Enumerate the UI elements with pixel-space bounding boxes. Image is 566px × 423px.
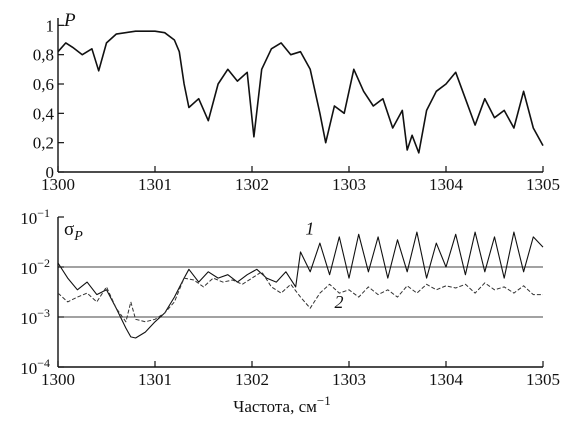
bottom-x-tick-label: 1305 — [526, 370, 560, 389]
top-series-line — [57, 30, 544, 154]
bottom-x-tick-label: 1300 — [41, 370, 75, 389]
bottom-ylabel: σP — [64, 219, 83, 244]
bottom-y-ticks: 10−1 10−2 10−3 10−4 — [20, 206, 64, 378]
bottom-y-tick-label: 10−1 — [20, 206, 50, 228]
bottom-series-line-1 — [57, 231, 544, 339]
x-axis-title-sup: −1 — [317, 393, 331, 408]
bottom-x-tick-label: 1303 — [332, 370, 366, 389]
bottom-x-tick-label: 1304 — [429, 370, 464, 389]
bottom-y-tick-label: 10−2 — [20, 256, 50, 278]
top-x-ticks: 1300 1301 1302 1303 1304 1305 — [41, 166, 560, 194]
bottom-y-tick-label: 10−4 — [20, 356, 50, 378]
top-series-group — [57, 30, 544, 154]
top-y-tick-label: 0 — [46, 163, 55, 182]
bottom-series-group — [57, 231, 544, 339]
curve-label-2: 2 — [334, 292, 343, 312]
top-y-tick-label: 0,4 — [33, 104, 55, 123]
bottom-y-tick-label: 10−3 — [20, 306, 50, 328]
top-y-tick-label: 0,6 — [33, 75, 54, 94]
top-x-tick-label: 1304 — [429, 175, 464, 194]
top-x-tick-label: 1300 — [41, 175, 75, 194]
bottom-x-tick-label: 1301 — [138, 370, 172, 389]
bottom-x-tick-label: 1302 — [235, 370, 269, 389]
top-y-tick-label: 0,2 — [33, 134, 54, 153]
top-x-tick-label: 1302 — [235, 175, 269, 194]
top-x-tick-label: 1305 — [526, 175, 560, 194]
curve-labels: 12 — [305, 218, 343, 312]
top-y-tick-label: 1 — [46, 16, 55, 35]
panel-transmission: P 1300 1301 1302 1303 1304 1305 0 0,2 0,4 0,6 0,8… — [33, 10, 560, 194]
bottom-ylabel-main: σ — [64, 219, 74, 240]
bottom-ylabel-sub: P — [73, 229, 83, 244]
bottom-reference-lines — [58, 266, 543, 318]
top-x-tick-label: 1303 — [332, 175, 366, 194]
bottom-x-ticks: 1300 1301 1302 1303 1304 1305 — [41, 361, 560, 389]
x-axis-title: Частота, см−1 — [233, 393, 330, 416]
top-y-ticks: 0 0,2 0,4 0,6 0,8 1 — [33, 16, 64, 182]
x-axis-title-main: Частота, см — [233, 397, 317, 416]
curve-label-1: 1 — [305, 218, 314, 238]
bottom-series-line-2 — [57, 271, 543, 323]
top-ylabel: P — [63, 10, 76, 31]
panel-sigma: σP 1300 1301 1302 1303 1304 1305 10−1 10−2 10−3… — [20, 206, 560, 389]
top-y-tick-label: 0,8 — [33, 46, 54, 65]
top-x-tick-label: 1301 — [138, 175, 172, 194]
